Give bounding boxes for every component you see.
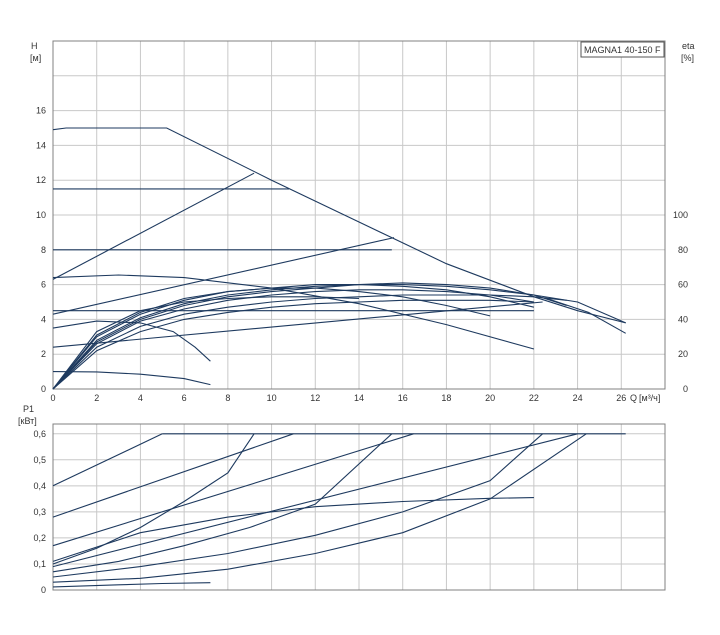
y-tick-label: 14: [36, 140, 46, 150]
flow-tick-labels: 0 2 4 6 8 10 12 14 16 18 20 22 24 26: [50, 393, 626, 403]
power-axis-unit: [кВт]: [18, 416, 37, 426]
y2-tick-label: 100: [673, 210, 688, 220]
efficiency-curve: [52, 287, 491, 390]
y2-tick-label: 60: [678, 280, 688, 290]
constant-pressure-curve: [52, 433, 578, 568]
y-tick-label: 0,2: [33, 533, 46, 543]
x-tick-label: 6: [182, 393, 187, 403]
x-tick-label: 24: [573, 393, 583, 403]
efficiency-axis-label: eta: [682, 41, 695, 51]
proportional-pressure-curve: [52, 433, 393, 573]
y2-tick-label: 20: [678, 349, 688, 359]
constant-pressure-curve: [52, 433, 294, 518]
head-plot-frame: [52, 40, 666, 390]
x-tick-label: 4: [138, 393, 143, 403]
efficiency-curve: [52, 289, 534, 390]
efficiency-curve: [52, 296, 360, 390]
max-curve-curve: [52, 127, 626, 324]
y-tick-label: 0,6: [33, 429, 46, 439]
head-grid: [53, 41, 665, 389]
power-axis-label: P1: [23, 404, 34, 414]
x-tick-label: 18: [441, 393, 451, 403]
y-tick-label: 10: [36, 210, 46, 220]
chart-title: MAGNA1 40-150 F: [584, 45, 661, 55]
speed-curve-curve: [52, 433, 587, 583]
y-tick-label: 2: [41, 349, 46, 359]
efficiency-axis-unit: [%]: [681, 53, 694, 63]
y-tick-label: 0,1: [33, 559, 46, 569]
x-tick-label: 2: [94, 393, 99, 403]
efficiency-tick-labels: 0 20 40 60 80 100: [673, 210, 688, 394]
y-tick-label: 0: [41, 384, 46, 394]
y-tick-label: 0,3: [33, 507, 46, 517]
power-curves: [52, 433, 626, 588]
proportional-pressure-curve: [52, 433, 255, 565]
head-axis-label: H: [31, 41, 38, 51]
x-tick-label: 14: [354, 393, 364, 403]
head-axis-unit: [м]: [30, 53, 41, 63]
efficiency-curve: [52, 294, 567, 390]
y2-tick-label: 80: [678, 245, 688, 255]
y-tick-label: 6: [41, 280, 46, 290]
y2-tick-label: 0: [683, 384, 688, 394]
x-tick-label: 20: [485, 393, 495, 403]
head-curves: [52, 127, 626, 390]
x-tick-label: 22: [529, 393, 539, 403]
x-tick-label: 26: [616, 393, 626, 403]
power-plot-frame: [52, 423, 666, 591]
x-tick-label: 10: [267, 393, 277, 403]
speed-curve-curve: [52, 320, 211, 362]
chart-title-box: [580, 41, 665, 58]
y-tick-label: 16: [36, 106, 46, 116]
power-grid: [53, 424, 665, 590]
x-tick-label: 0: [50, 393, 55, 403]
y-tick-label: 8: [41, 245, 46, 255]
constant-pressure-curve: [52, 433, 163, 487]
x-tick-label: 16: [398, 393, 408, 403]
flow-axis-unit: [м³/ч]: [639, 393, 660, 403]
power-panel: 0 0,1 0,2 0,3 0,4 0,5 0,6 P1 [кВт]: [18, 404, 666, 595]
efficiency-curve: [52, 284, 535, 390]
head-tick-labels: 0 2 4 6 8 10 12 14 16: [36, 106, 46, 394]
x-tick-label: 8: [225, 393, 230, 403]
proportional-pressure-curve: [52, 433, 543, 578]
flow-axis-label: Q: [630, 393, 637, 403]
max-curve-continued-curve: [546, 297, 626, 334]
x-tick-label: 12: [310, 393, 320, 403]
speed-curve-curve: [52, 582, 211, 588]
proportional-pressure-curve: [52, 172, 255, 280]
constant-pressure-curve: [52, 433, 414, 547]
y-tick-label: 4: [41, 314, 46, 324]
y-tick-label: 0,5: [33, 455, 46, 465]
speed-curve-curve: [52, 497, 534, 562]
y-tick-label: 12: [36, 175, 46, 185]
power-tick-labels: 0 0,1 0,2 0,3 0,4 0,5 0,6: [33, 429, 46, 595]
efficiency-curve: [52, 299, 534, 390]
y-tick-label: 0,4: [33, 481, 46, 491]
speed-curve-curve: [52, 371, 211, 386]
y2-tick-label: 40: [678, 314, 688, 324]
y-tick-label: 0: [41, 585, 46, 595]
proportional-pressure-curve: [52, 237, 395, 315]
efficiency-curve: [52, 282, 567, 390]
